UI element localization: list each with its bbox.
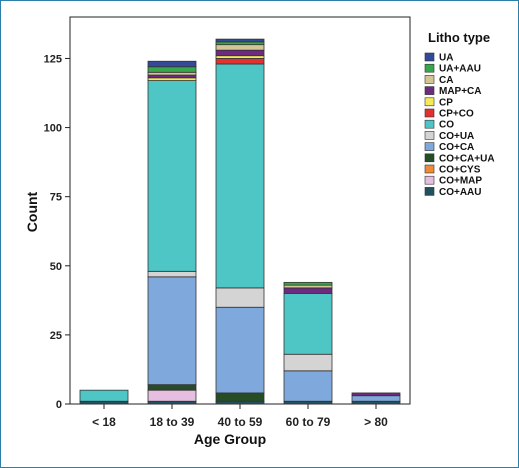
bar-segment bbox=[215, 287, 265, 308]
x-axis-title: Age Group bbox=[194, 431, 266, 447]
legend: Litho type UAUA+AAUCAMAP+CACPCP+COCOCO+U… bbox=[424, 30, 495, 198]
bar-segment bbox=[147, 389, 197, 402]
bar-segment bbox=[147, 74, 197, 79]
legend-swatch bbox=[424, 52, 435, 62]
legend-label: CO+CA+UA bbox=[439, 153, 495, 164]
bar-segment bbox=[79, 400, 129, 405]
bar-segment bbox=[215, 306, 265, 394]
legend-swatch bbox=[424, 119, 435, 129]
bar-segment bbox=[215, 49, 265, 57]
bar-segment bbox=[215, 400, 265, 405]
y-tick-label: 0 bbox=[56, 399, 62, 411]
bar-segment bbox=[147, 276, 197, 386]
x-axis-ticks: < 18 18 to 39 40 to 59 60 to 79 > 80 bbox=[92, 404, 388, 429]
legend-swatch bbox=[424, 108, 435, 118]
legend-label: CO+AAU bbox=[439, 187, 482, 198]
legend-label: CO+MAP bbox=[439, 176, 482, 187]
x-tick-label: 40 to 59 bbox=[218, 415, 263, 429]
x-tick-label: 18 to 39 bbox=[150, 415, 195, 429]
legend-swatch bbox=[424, 97, 435, 107]
bar-segment bbox=[351, 392, 401, 397]
legend-swatch bbox=[424, 63, 435, 73]
legend-swatch bbox=[424, 75, 435, 84]
bar-segment bbox=[283, 353, 333, 372]
legend-label: UA bbox=[439, 53, 453, 64]
legend-swatch bbox=[424, 86, 435, 95]
bar-segment bbox=[147, 77, 197, 81]
legend-label: CP+CO bbox=[439, 109, 474, 120]
bar-segment bbox=[147, 60, 197, 68]
legend-swatch bbox=[424, 153, 435, 163]
legend-swatch bbox=[424, 131, 435, 140]
bar-segment bbox=[283, 370, 333, 402]
y-tick-label: 75 bbox=[50, 192, 62, 204]
bar-segment bbox=[215, 55, 265, 59]
legend-label: MAP+CA bbox=[439, 86, 482, 97]
bar-segment bbox=[215, 58, 265, 65]
bar-segment bbox=[79, 389, 129, 402]
bar-segment bbox=[147, 270, 197, 278]
x-tick-label: < 18 bbox=[92, 415, 116, 429]
legend-label: UA+AAU bbox=[439, 64, 481, 75]
bar-segment bbox=[147, 80, 197, 272]
bar-segment bbox=[351, 395, 401, 402]
legend-swatch bbox=[424, 175, 435, 185]
bar-segment bbox=[215, 63, 265, 289]
legend-label: CO+UA bbox=[439, 131, 474, 142]
legend-label: CP bbox=[439, 97, 453, 108]
bar-segment bbox=[147, 384, 197, 391]
bar-segment bbox=[283, 287, 333, 294]
legend-swatch bbox=[424, 142, 435, 151]
legend-label: CO+CYS bbox=[439, 165, 481, 176]
y-axis-ticks: 0 25 50 75 100 125 bbox=[44, 53, 70, 411]
bar-segment bbox=[215, 44, 265, 51]
legend-label: CA bbox=[439, 75, 453, 86]
bar-segment bbox=[283, 293, 333, 355]
bar-segment bbox=[215, 41, 265, 46]
bar-segment bbox=[147, 66, 197, 73]
bars bbox=[79, 38, 401, 405]
y-tick-label: 25 bbox=[50, 330, 62, 342]
bar-segment bbox=[283, 284, 333, 289]
legend-title: Litho type bbox=[428, 30, 490, 45]
x-tick-label: > 80 bbox=[364, 415, 388, 429]
legend-swatch bbox=[424, 164, 435, 174]
legend-swatch bbox=[424, 187, 435, 196]
bar-segment bbox=[215, 392, 265, 402]
bar-segment bbox=[215, 38, 265, 43]
bar-segment bbox=[147, 400, 197, 405]
legend-label: CO bbox=[439, 120, 454, 131]
bar-segment bbox=[147, 71, 197, 76]
x-tick-label: 60 to 79 bbox=[286, 415, 331, 429]
bar-segment bbox=[351, 400, 401, 405]
y-tick-label: 50 bbox=[50, 261, 62, 273]
y-tick-label: 100 bbox=[44, 123, 62, 135]
y-tick-label: 125 bbox=[44, 53, 62, 65]
y-axis-title: Count bbox=[24, 191, 40, 232]
legend-label: CO+CA bbox=[439, 142, 474, 153]
bar-segment bbox=[283, 400, 333, 405]
bar-segment bbox=[283, 281, 333, 286]
